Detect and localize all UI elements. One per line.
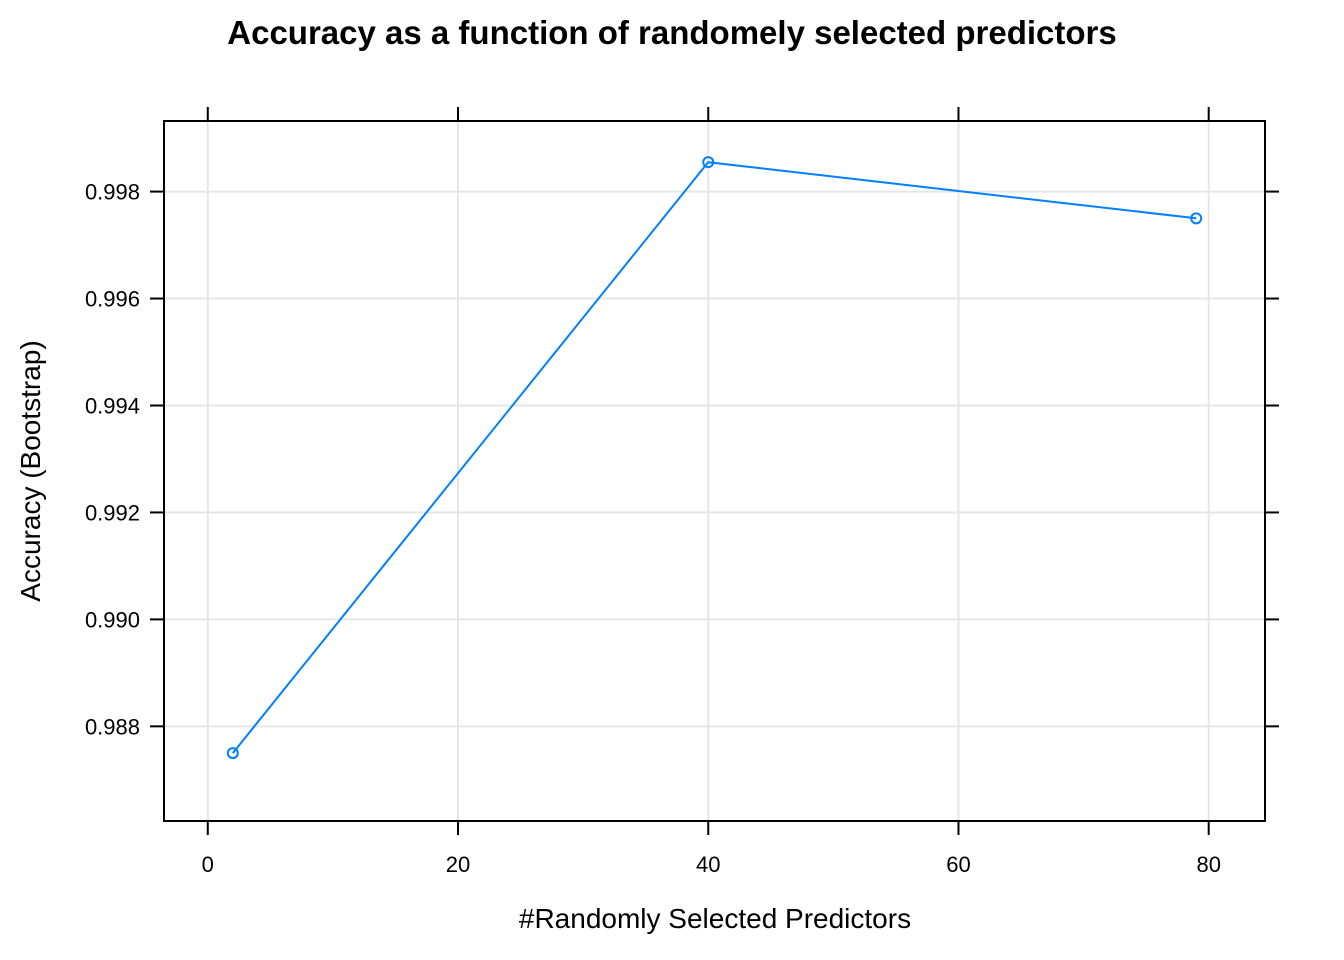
x-tick-label: 0 <box>202 852 214 877</box>
y-tick-label: 0.998 <box>85 180 140 205</box>
data-point <box>226 747 239 760</box>
x-tick-label: 80 <box>1196 852 1220 877</box>
series-layer <box>226 156 1203 760</box>
y-tick-label: 0.988 <box>85 714 140 739</box>
chart-title: Accuracy as a function of randomely sele… <box>227 14 1116 51</box>
x-axis-label: #Randomly Selected Predictors <box>519 903 911 934</box>
y-tick-label: 0.996 <box>85 287 140 312</box>
x-tick-label: 60 <box>946 852 970 877</box>
y-axis-label: Accuracy (Bootstrap) <box>15 340 46 601</box>
series-line <box>232 161 1197 754</box>
ticks: 0 20 40 60 80 0.988 0.990 0.992 0.994 0.996 0.998 <box>85 107 1279 877</box>
data-point <box>1190 212 1203 225</box>
plot-frame <box>163 120 1266 822</box>
data-point <box>702 156 715 169</box>
x-tick-label: 20 <box>446 852 470 877</box>
y-tick-label: 0.992 <box>85 500 140 525</box>
y-tick-label: 0.994 <box>85 393 140 418</box>
x-tick-label: 40 <box>696 852 720 877</box>
grid <box>164 121 1265 821</box>
y-tick-label: 0.990 <box>85 607 140 632</box>
